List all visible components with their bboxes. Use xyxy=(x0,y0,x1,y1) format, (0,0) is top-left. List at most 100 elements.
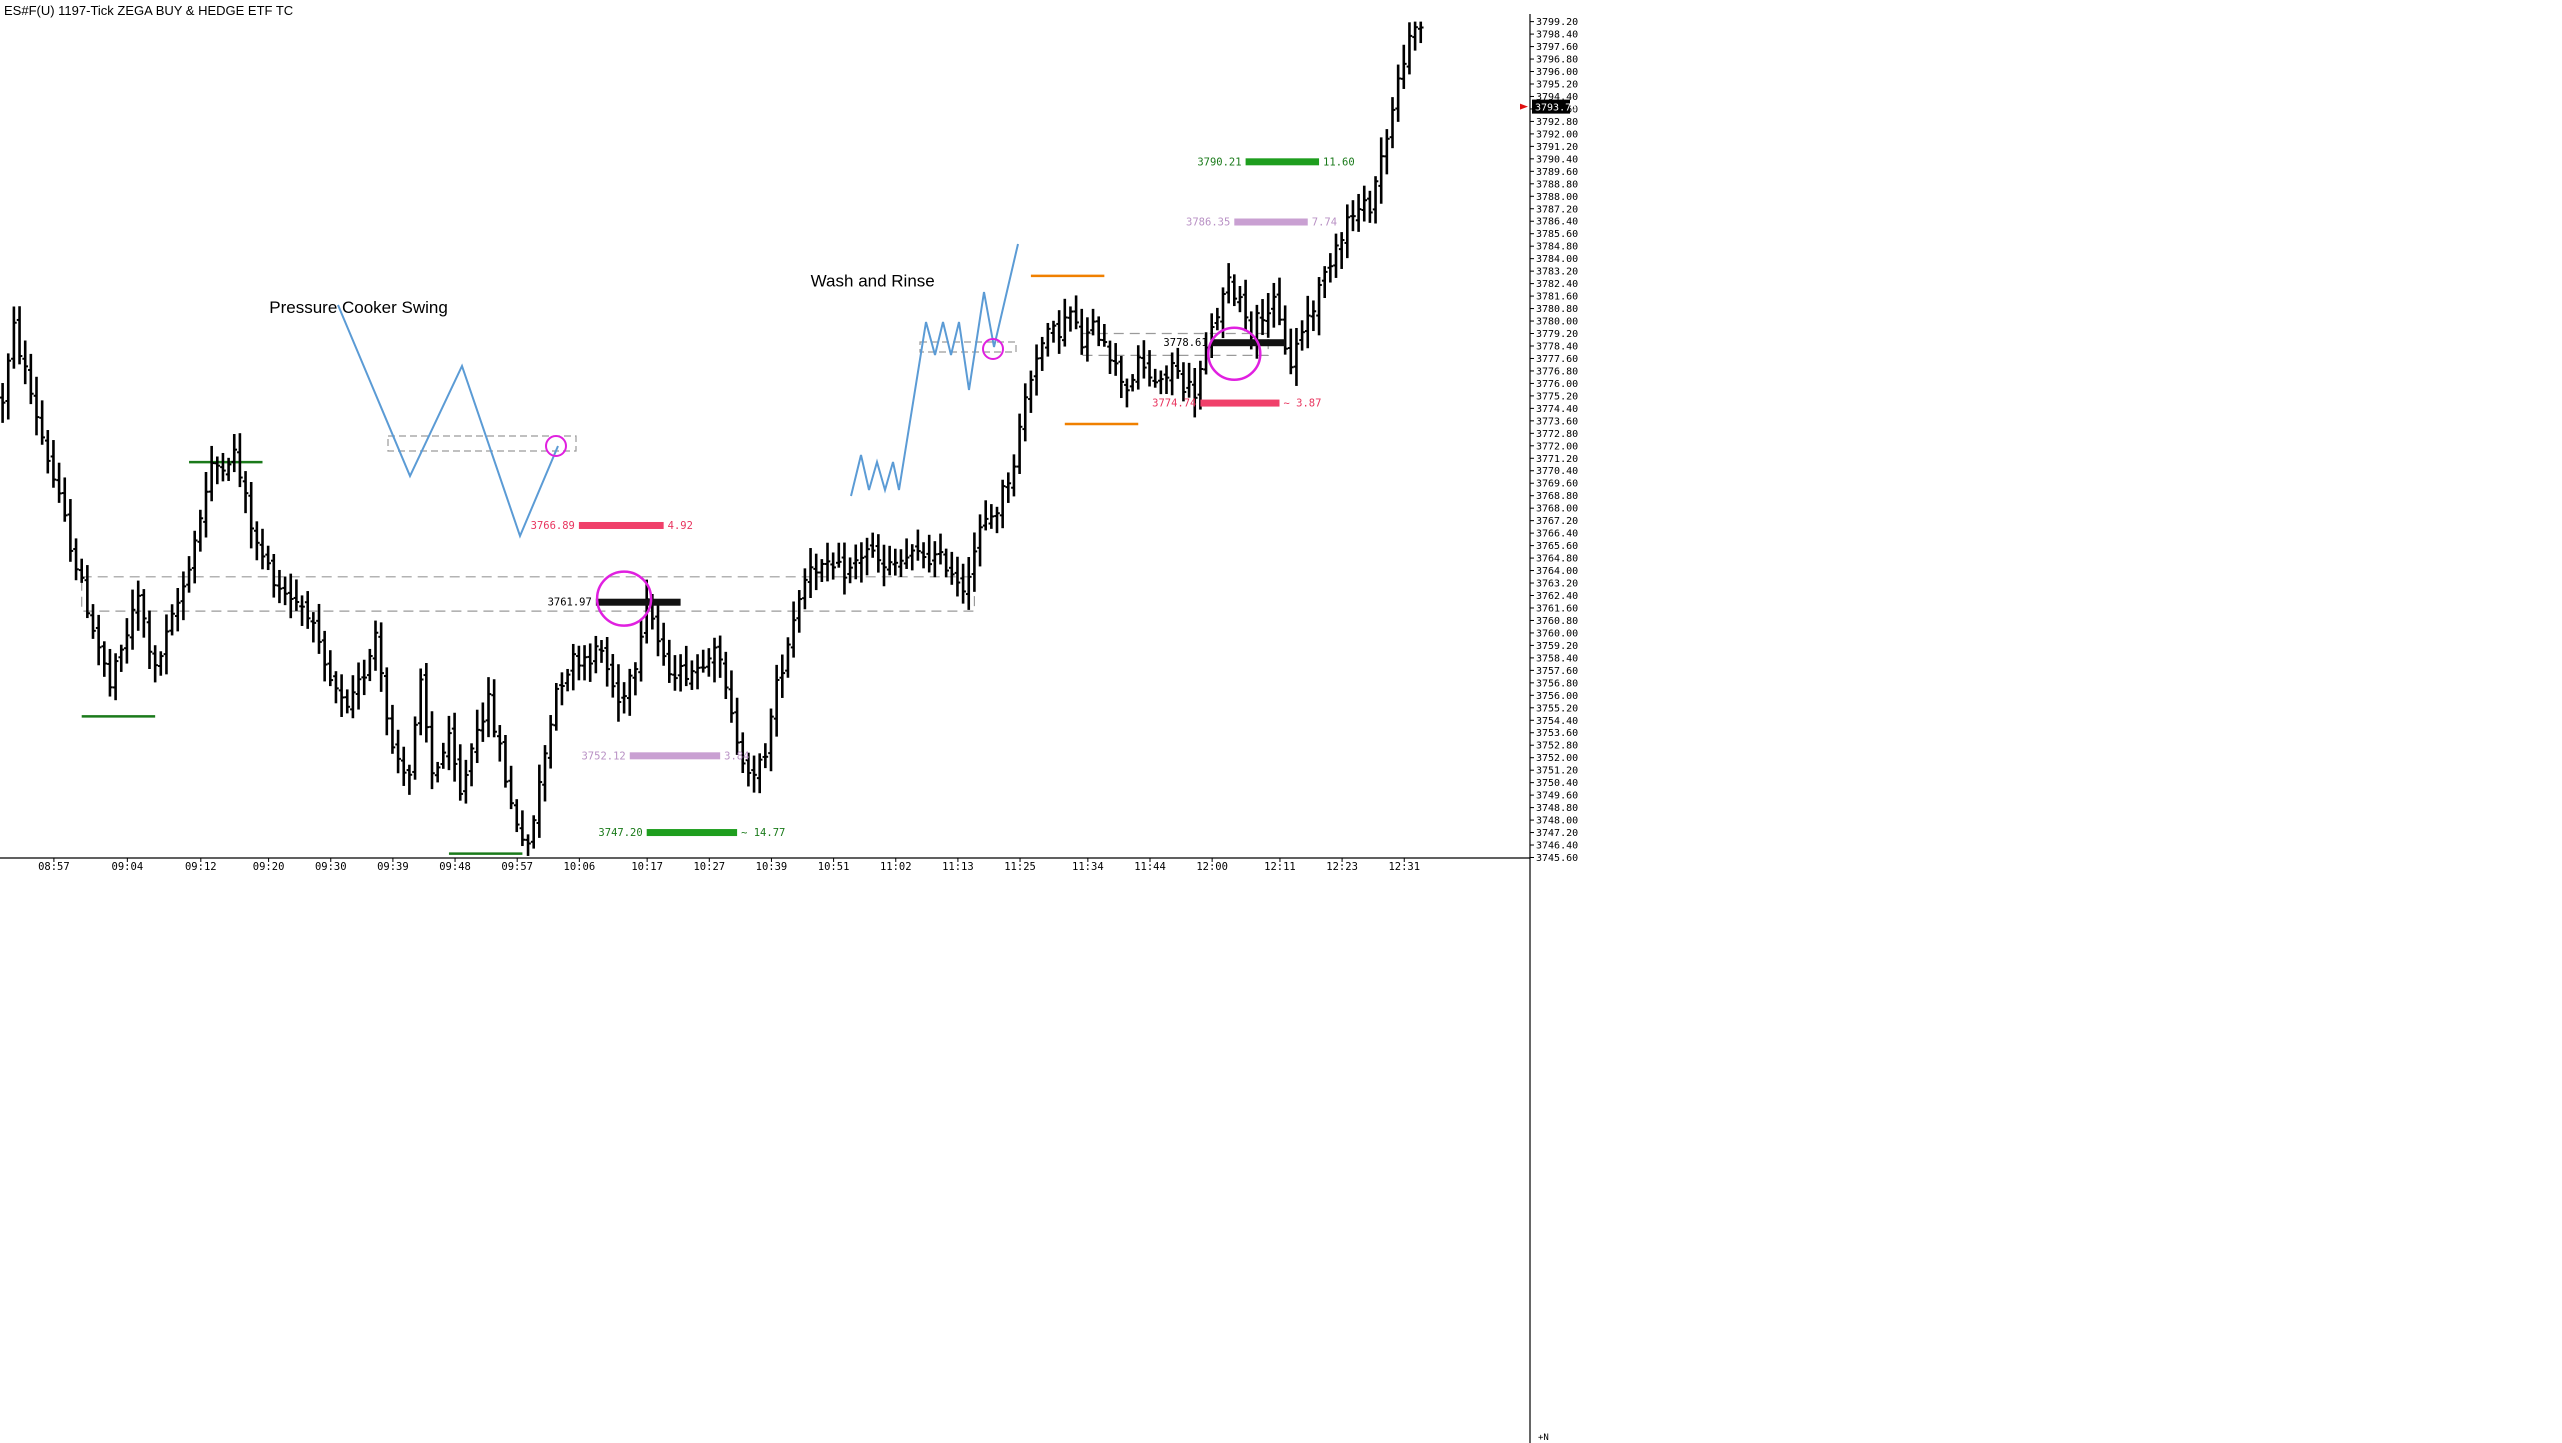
y-tick-label: 3748.00 xyxy=(1536,816,1578,827)
y-tick-label: 3776.00 xyxy=(1536,379,1578,390)
x-tick-label: 10:27 xyxy=(693,861,725,873)
annotations-layer: Pressure Cooker Swing Wash and Rinse xyxy=(269,272,1262,627)
y-tick-label: 3756.80 xyxy=(1536,678,1578,689)
corner-label: +N xyxy=(1538,1433,1549,1443)
y-tick-label: 3768.80 xyxy=(1536,491,1578,502)
zone-price-label: 3790.21 xyxy=(1197,156,1241,168)
schematic-path xyxy=(850,243,1019,497)
y-tick-label: 3792.00 xyxy=(1536,129,1578,140)
x-tick-label: 12:23 xyxy=(1326,861,1358,873)
y-tick-label: 3772.00 xyxy=(1536,441,1578,452)
price-bars-layer xyxy=(0,21,1424,856)
y-tick-label: 3787.20 xyxy=(1536,204,1578,215)
zones-layer: 3766.89 4.92 3752.12 3.84 3747.20 ~ 14.77 3761… xyxy=(531,156,1355,839)
zone-size-label: 4.92 xyxy=(668,520,693,532)
x-tick-label: 11:13 xyxy=(942,861,974,873)
y-tick-label: 3790.40 xyxy=(1536,154,1578,165)
y-tick-label: 3781.60 xyxy=(1536,292,1578,303)
y-tick-label: 3792.80 xyxy=(1536,117,1578,128)
y-tick-label: 3771.20 xyxy=(1536,454,1578,465)
y-tick-label: 3763.20 xyxy=(1536,579,1578,590)
y-tick-label: 3784.80 xyxy=(1536,242,1578,253)
zone-size-label: 3.84 xyxy=(724,750,749,762)
y-tick-label: 3779.20 xyxy=(1536,329,1578,340)
y-tick-label: 3799.20 xyxy=(1536,17,1578,28)
y-tick-label: 3776.80 xyxy=(1536,366,1578,377)
y-tick-label: 3774.40 xyxy=(1536,404,1578,415)
zone-bar xyxy=(1211,339,1286,347)
x-tick-label: 08:57 xyxy=(38,861,70,873)
y-tick-label: 3756.00 xyxy=(1536,691,1578,702)
zone-price-label: 3778.61 xyxy=(1163,337,1207,349)
y-tick-label: 3757.60 xyxy=(1536,666,1578,677)
zone-size-label: ~ 14.77 xyxy=(741,827,785,839)
x-tick-label: 11:44 xyxy=(1134,861,1166,873)
y-tick-label: 3778.40 xyxy=(1536,341,1578,352)
y-tick-label: 3752.80 xyxy=(1536,741,1578,752)
y-tick-label: 3766.40 xyxy=(1536,529,1578,540)
y-tick-label: 3752.00 xyxy=(1536,753,1578,764)
x-tick-label: 09:30 xyxy=(315,861,347,873)
y-tick-label: 3785.60 xyxy=(1536,229,1578,240)
y-tick-label: 3795.20 xyxy=(1536,79,1578,90)
x-tick-label: 12:31 xyxy=(1388,861,1420,873)
x-tick-label: 09:12 xyxy=(185,861,217,873)
y-tick-label: 3783.20 xyxy=(1536,267,1578,278)
y-tick-label: 3746.40 xyxy=(1536,841,1578,852)
zone-price-label: 3766.89 xyxy=(531,520,575,532)
y-tick-label: 3794.40 xyxy=(1536,92,1578,103)
zone-size-label: ~ 3.87 xyxy=(1284,398,1322,410)
x-tick-label: 09:20 xyxy=(253,861,285,873)
y-tick-label: 3784.00 xyxy=(1536,254,1578,265)
highlight-circle xyxy=(595,570,653,627)
y-tick-label: 3780.00 xyxy=(1536,317,1578,328)
y-tick-label: 3748.80 xyxy=(1536,803,1578,814)
y-tick-label: 3782.40 xyxy=(1536,279,1578,290)
y-tick-label: 3777.60 xyxy=(1536,354,1578,365)
y-tick-label: 3788.80 xyxy=(1536,179,1578,190)
zone-bar xyxy=(1245,158,1320,166)
y-tick-label: 3745.60 xyxy=(1536,853,1578,864)
last-price-arrow xyxy=(1520,103,1528,110)
x-tick-label: 11:25 xyxy=(1004,861,1036,873)
x-tick-label: 12:11 xyxy=(1264,861,1296,873)
y-tick-label: 3775.20 xyxy=(1536,391,1578,402)
zone-price-label: 3774.74 xyxy=(1152,398,1196,410)
y-tick-label: 3758.40 xyxy=(1536,653,1578,664)
y-tick-label: 3753.60 xyxy=(1536,728,1578,739)
y-tick-label: 3798.40 xyxy=(1536,30,1578,41)
y-tick-label: 3762.40 xyxy=(1536,591,1578,602)
zone-bar xyxy=(1200,399,1280,407)
y-tick-label: 3788.00 xyxy=(1536,192,1578,203)
highlight-circle xyxy=(1207,326,1262,382)
y-tick-label: 3759.20 xyxy=(1536,641,1578,652)
x-tick-label: 09:39 xyxy=(377,861,409,873)
y-tick-label: 3751.20 xyxy=(1536,766,1578,777)
y-tick-label: 3797.60 xyxy=(1536,42,1578,53)
y-tick-label: 3786.40 xyxy=(1536,217,1578,228)
y-tick-label: 3764.80 xyxy=(1536,554,1578,565)
zone-bar xyxy=(595,598,681,606)
last-price-label: 3793.75 xyxy=(1535,103,1577,114)
y-tick-label: 3770.40 xyxy=(1536,466,1578,477)
y-tick-label: 3760.00 xyxy=(1536,628,1578,639)
y-tick-label: 3747.20 xyxy=(1536,828,1578,839)
chart-title: ES#F(U) 1197-Tick ZEGA BUY & HEDGE ETF T… xyxy=(4,3,294,18)
y-tick-label: 3796.80 xyxy=(1536,55,1578,66)
y-tick-label: 3768.00 xyxy=(1536,504,1578,515)
x-tick-label: 10:17 xyxy=(631,861,663,873)
y-tick-label: 3767.20 xyxy=(1536,516,1578,527)
schematic-circle xyxy=(982,338,1004,360)
y-tick-label: 3773.60 xyxy=(1536,416,1578,427)
zone-bar xyxy=(646,829,738,837)
y-tick-label: 3760.80 xyxy=(1536,616,1578,627)
y-tick-label: 3750.40 xyxy=(1536,778,1578,789)
x-tick-label: 09:57 xyxy=(501,861,533,873)
y-tick-label: 3761.60 xyxy=(1536,603,1578,614)
schematic-box xyxy=(919,341,1017,353)
zone-price-label: 3752.12 xyxy=(581,750,625,762)
y-tick-label: 3796.00 xyxy=(1536,67,1578,78)
